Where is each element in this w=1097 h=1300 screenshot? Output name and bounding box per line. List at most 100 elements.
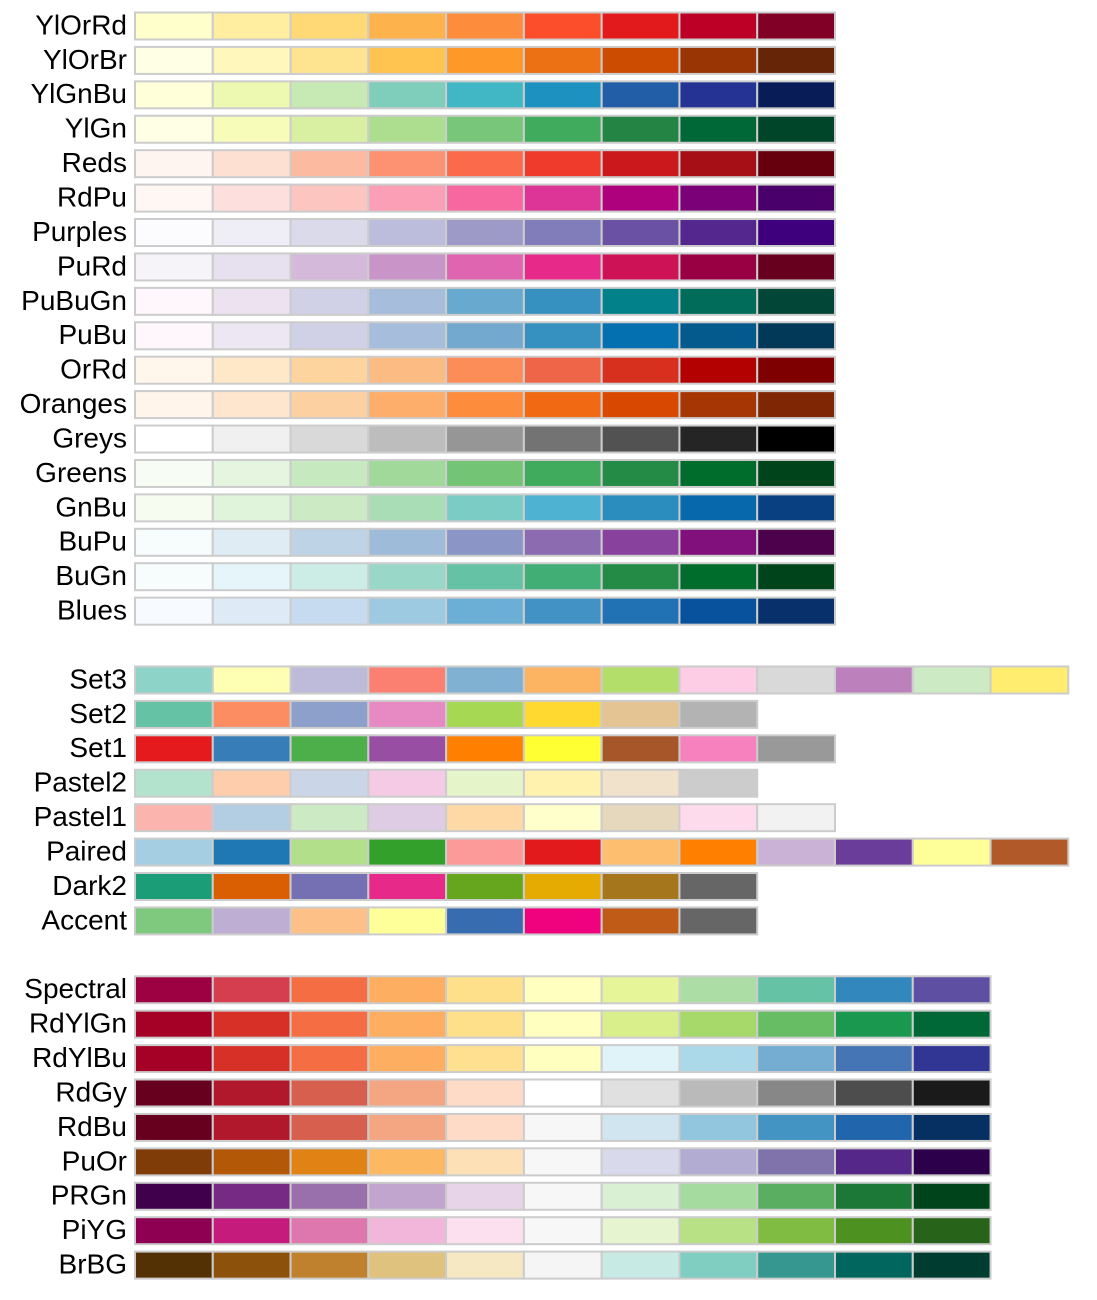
- color-swatch: [522, 665, 603, 695]
- color-swatch: [211, 596, 292, 626]
- color-swatch: [211, 149, 292, 179]
- color-swatch: [522, 493, 603, 523]
- color-swatch: [367, 1250, 448, 1280]
- color-swatch: [445, 1009, 525, 1039]
- palette-name: RdYlGn: [29, 1008, 127, 1039]
- color-swatch: [211, 183, 292, 213]
- color-swatch: [522, 218, 603, 248]
- color-swatch: [211, 1216, 292, 1246]
- color-swatch: [522, 803, 603, 833]
- color-swatch: [522, 837, 603, 867]
- color-swatch: [600, 390, 681, 420]
- color-swatch: [522, 872, 603, 901]
- color-swatch: [522, 1078, 603, 1108]
- color-swatch: [367, 218, 448, 248]
- color-swatch: [445, 493, 525, 523]
- color-swatch: [756, 837, 837, 867]
- color-swatch: [911, 665, 992, 695]
- color-swatch: [211, 1009, 292, 1039]
- color-swatch: [289, 596, 370, 626]
- color-swatch: [289, 1181, 370, 1211]
- color-swatch: [756, 665, 837, 695]
- color-swatch: [600, 768, 681, 798]
- color-swatch: [211, 1147, 292, 1177]
- color-swatch: [600, 11, 681, 41]
- color-swatch: [367, 493, 448, 523]
- color-swatch: [678, 872, 759, 901]
- color-swatch: [211, 1181, 292, 1211]
- color-swatch: [289, 1250, 370, 1280]
- palette-name: YlOrRd: [35, 9, 127, 40]
- color-swatch: [289, 11, 370, 41]
- color-swatch: [911, 1250, 992, 1280]
- color-swatch: [522, 149, 603, 179]
- color-swatch: [756, 1112, 837, 1142]
- color-swatch: [756, 1250, 837, 1280]
- color-swatch: [678, 458, 759, 488]
- color-swatch: [756, 527, 837, 557]
- color-swatch: [367, 562, 448, 592]
- color-swatch: [756, 218, 837, 248]
- color-swatch: [367, 390, 448, 420]
- color-swatch: [445, 321, 525, 351]
- color-swatch: [522, 596, 603, 626]
- palette-name: Greys: [52, 422, 127, 453]
- palette-name: PuOr: [62, 1145, 127, 1176]
- color-swatch: [367, 734, 448, 764]
- color-swatch: [289, 562, 370, 592]
- palette-name: Spectral: [24, 973, 127, 1004]
- color-swatch: [522, 286, 603, 316]
- color-swatch: [289, 390, 370, 420]
- color-swatch: [211, 1112, 292, 1142]
- color-swatch: [678, 1044, 759, 1074]
- color-swatch: [367, 183, 448, 213]
- color-swatch: [678, 527, 759, 557]
- color-swatch: [756, 80, 837, 110]
- color-swatch: [522, 458, 603, 488]
- color-swatch: [756, 734, 837, 764]
- color-swatch: [289, 1112, 370, 1142]
- color-swatch: [678, 218, 759, 248]
- color-swatch: [445, 1078, 525, 1108]
- color-swatch: [445, 562, 525, 592]
- color-swatch: [134, 527, 214, 557]
- color-swatch: [211, 734, 292, 764]
- color-swatch: [367, 975, 448, 1005]
- color-swatch: [289, 355, 370, 385]
- color-swatch: [678, 493, 759, 523]
- color-swatch: [522, 355, 603, 385]
- color-swatch: [678, 768, 759, 798]
- color-swatch: [600, 734, 681, 764]
- color-swatch: [445, 596, 525, 626]
- color-swatch: [367, 665, 448, 695]
- palette-name: PuBu: [59, 319, 128, 350]
- color-swatch: [445, 803, 525, 833]
- color-swatch: [134, 321, 214, 351]
- color-swatch: [134, 1181, 214, 1211]
- color-swatch: [756, 1078, 837, 1108]
- color-swatch: [289, 45, 370, 75]
- color-swatch: [134, 11, 214, 41]
- color-swatch: [600, 803, 681, 833]
- color-swatch: [134, 183, 214, 213]
- color-swatch: [134, 1044, 214, 1074]
- color-swatch: [600, 252, 681, 282]
- color-swatch: [445, 1147, 525, 1177]
- color-swatch: [211, 837, 292, 867]
- color-swatch: [834, 1009, 914, 1039]
- color-swatch: [600, 1250, 681, 1280]
- color-swatch: [134, 424, 214, 454]
- color-swatch: [756, 493, 837, 523]
- color-swatch: [367, 527, 448, 557]
- color-swatch: [367, 699, 448, 729]
- color-swatch: [134, 390, 214, 420]
- palette-name: PiYG: [62, 1214, 127, 1245]
- color-swatch: [445, 906, 525, 936]
- color-swatch: [367, 45, 448, 75]
- color-swatch: [289, 80, 370, 110]
- color-swatch: [134, 80, 214, 110]
- color-swatch: [600, 527, 681, 557]
- color-swatch: [600, 149, 681, 179]
- color-swatch: [289, 699, 370, 729]
